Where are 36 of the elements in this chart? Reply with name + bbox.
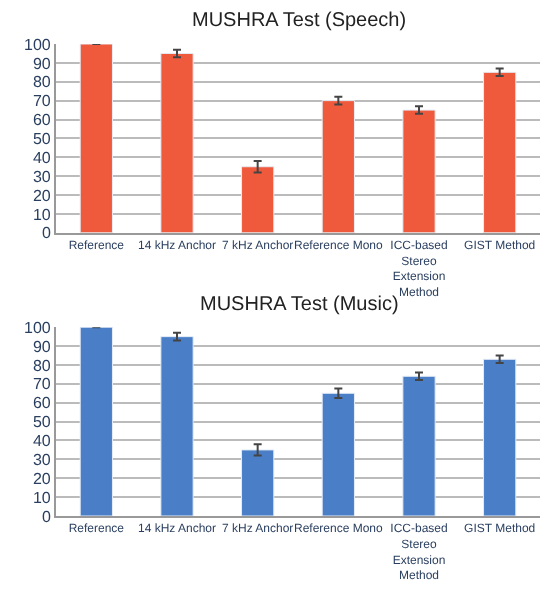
bar: [483, 358, 517, 516]
y-tick-label: 20: [32, 186, 52, 205]
y-tick-label: 50: [32, 130, 52, 148]
y-tick-label: 80: [32, 356, 52, 375]
chart-title: MUSHRA Test (Speech): [192, 10, 407, 32]
bar: [402, 375, 436, 516]
y-tick-label: 50: [32, 413, 52, 432]
y-tick-label: 70: [32, 375, 52, 394]
chart-title: MUSHRA Test (Music): [200, 294, 399, 316]
bar: [160, 52, 194, 233]
bar: [160, 336, 194, 516]
bar: [321, 100, 355, 233]
bar: [79, 327, 113, 516]
bar: [79, 44, 113, 233]
y-tick-label: 60: [32, 111, 52, 130]
y-tick-label: 10: [32, 488, 52, 507]
y-tick-label: 90: [32, 54, 52, 73]
y-tick-label: 80: [32, 73, 52, 92]
bar: [321, 392, 355, 516]
y-tick-label: 30: [32, 167, 52, 186]
y-tick-label: 70: [32, 92, 52, 111]
y-tick-label: 40: [32, 432, 52, 451]
y-tick-label: 0: [41, 507, 52, 526]
y-tick-label: 90: [32, 337, 52, 356]
y-tick-label: 60: [32, 394, 52, 413]
bar: [241, 449, 275, 516]
y-tick-label: 0: [41, 224, 52, 243]
y-tick-label: 100: [24, 318, 52, 337]
bar: [483, 71, 517, 233]
y-tick-label: 30: [32, 450, 52, 469]
bar: [241, 166, 275, 233]
y-tick-label: 100: [24, 35, 52, 54]
y-tick-label: 10: [32, 205, 52, 224]
bar: [402, 109, 436, 233]
y-tick-label: 40: [32, 148, 52, 167]
y-tick-label: 20: [32, 469, 52, 488]
